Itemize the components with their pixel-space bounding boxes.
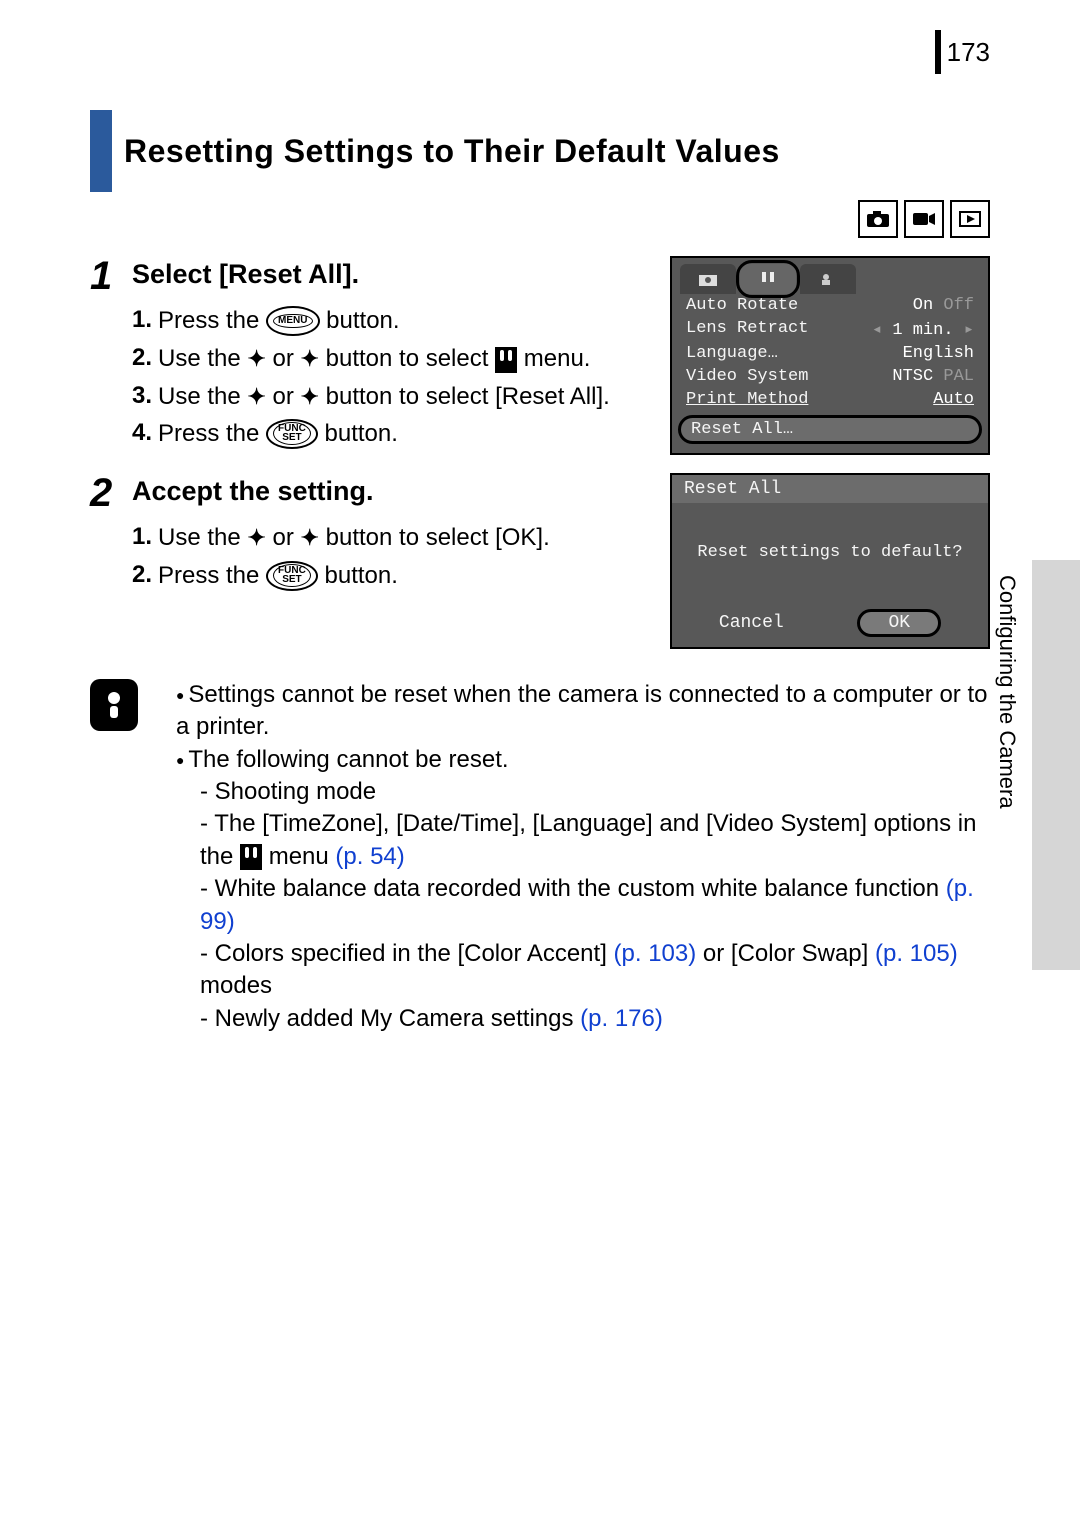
lcd-reset-all-highlight: Reset All… bbox=[678, 415, 982, 444]
note-dash-1: Shooting mode bbox=[200, 776, 990, 808]
substep-1-1: 1. Press the MENU button. bbox=[132, 304, 650, 338]
func-set-button-icon: FUNCSET bbox=[266, 419, 318, 449]
note-dash-2: The [TimeZone], [Date/Time], [Language] … bbox=[200, 808, 990, 873]
step-number: 1 bbox=[90, 256, 132, 455]
left-arrow-icon: ✦ bbox=[247, 346, 265, 371]
right-arrow-icon: ✦ bbox=[301, 525, 319, 550]
page-ref: (p. 54) bbox=[335, 843, 404, 870]
tools-menu-icon bbox=[495, 347, 517, 373]
mode-icons-row bbox=[90, 200, 990, 238]
movie-mode-icon bbox=[904, 200, 944, 238]
lcd-ok-highlight: OK bbox=[857, 609, 941, 637]
play-mode-icon bbox=[950, 200, 990, 238]
notes-block: Settings cannot be reset when the camera… bbox=[90, 679, 990, 1035]
page-number-tick bbox=[935, 30, 941, 74]
lcd-tab-user bbox=[800, 264, 856, 294]
note-dash-4: Colors specified in the [Color Accent] (… bbox=[200, 938, 990, 1003]
page-number: 173 bbox=[947, 37, 990, 68]
tools-menu-icon bbox=[240, 844, 262, 870]
lcd-row-auto-rotate: Auto RotateOn Off bbox=[672, 294, 988, 317]
note-bullet-1: Settings cannot be reset when the camera… bbox=[176, 679, 990, 744]
section-title: Resetting Settings to Their Default Valu… bbox=[124, 133, 780, 170]
page-ref: (p. 176) bbox=[580, 1005, 663, 1032]
lcd-cancel-option: Cancel bbox=[719, 613, 784, 633]
substep-1-4: 4. Press the FUNCSET button. bbox=[132, 417, 650, 451]
substep-2-1: 1. Use the ✦ or ✦ button to select [OK]. bbox=[132, 521, 650, 555]
substep-1-2: 2. Use the ✦ or ✦ button to select menu. bbox=[132, 342, 650, 376]
step-2-heading: Accept the setting. bbox=[132, 473, 650, 509]
section-title-block: Resetting Settings to Their Default Valu… bbox=[90, 110, 990, 192]
lcd-row-video-system: Video SystemNTSC PAL bbox=[672, 365, 988, 388]
step-2-text: Accept the setting. 1. Use the ✦ or ✦ bu… bbox=[132, 473, 650, 649]
func-set-button-icon: FUNCSET bbox=[266, 561, 318, 591]
step-number: 2 bbox=[90, 473, 132, 649]
step-2: 2 Accept the setting. 1. Use the ✦ or ✦ … bbox=[90, 473, 990, 649]
chapter-tab-label: Configuring the Camera bbox=[994, 575, 1020, 809]
menu-button-icon: MENU bbox=[266, 306, 319, 336]
substep-1-3: 3. Use the ✦ or ✦ button to select [Rese… bbox=[132, 380, 650, 414]
lcd-row-lens-retract: Lens Retract◂ 1 min. ▸ bbox=[672, 317, 988, 342]
up-arrow-icon: ✦ bbox=[247, 384, 265, 409]
caution-icon bbox=[90, 679, 138, 731]
lcd-tab-tools bbox=[740, 264, 796, 294]
page-ref: (p. 103) bbox=[614, 940, 697, 967]
left-arrow-icon: ✦ bbox=[247, 525, 265, 550]
lcd-row-print-method: Print MethodAuto bbox=[672, 388, 988, 411]
lcd-dialog-message: Reset settings to default? bbox=[672, 503, 988, 603]
step-1-text: Select [Reset All]. 1. Press the MENU bu… bbox=[132, 256, 650, 455]
chapter-tab bbox=[1032, 560, 1080, 970]
note-bullet-2: The following cannot be reset. bbox=[176, 744, 990, 776]
title-accent-bar bbox=[90, 110, 112, 192]
note-dash-5: Newly added My Camera settings (p. 176) bbox=[200, 1003, 990, 1035]
lcd-settings-menu: Auto RotateOn Off Lens Retract◂ 1 min. ▸… bbox=[670, 256, 990, 455]
step-1: 1 Select [Reset All]. 1. Press the MENU … bbox=[90, 256, 990, 455]
down-arrow-icon: ✦ bbox=[301, 384, 319, 409]
step-1-heading: Select [Reset All]. bbox=[132, 256, 650, 292]
lcd-tab-camera bbox=[680, 264, 736, 294]
lcd-dialog-title: Reset All bbox=[672, 475, 988, 503]
page-number-region: 173 bbox=[90, 30, 990, 80]
camera-mode-icon bbox=[858, 200, 898, 238]
note-dash-3: White balance data recorded with the cus… bbox=[200, 873, 990, 938]
right-arrow-icon: ✦ bbox=[301, 346, 319, 371]
page-ref: (p. 105) bbox=[875, 940, 958, 967]
lcd-row-language: Language…English bbox=[672, 342, 988, 365]
manual-page: 173 Resetting Settings to Their Default … bbox=[0, 0, 1080, 1435]
substep-2-2: 2. Press the FUNCSET button. bbox=[132, 559, 650, 593]
lcd-confirm-dialog: Reset All Reset settings to default? Can… bbox=[670, 473, 990, 649]
